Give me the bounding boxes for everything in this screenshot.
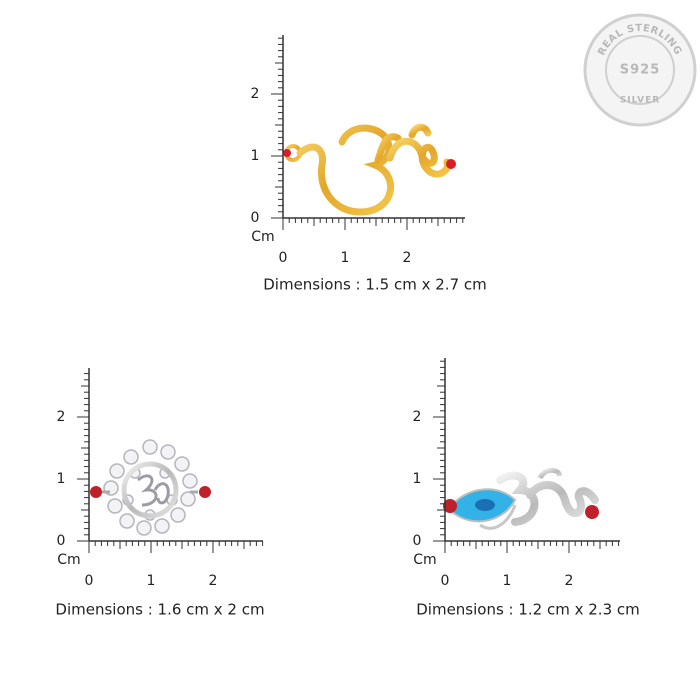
y-ruler-label: 0	[57, 533, 66, 549]
unit-label: Cm	[413, 552, 436, 568]
badge-center-text: S925	[620, 63, 661, 78]
y-ruler-label: 1	[413, 471, 422, 487]
dimensions-caption: Dimensions : 1.6 cm x 2 cm	[55, 601, 264, 619]
y-ruler-label: 0	[251, 210, 260, 226]
x-ruler-label: 2	[565, 573, 574, 589]
x-ruler-label: 1	[341, 250, 350, 266]
y-ruler-label: 2	[57, 409, 66, 425]
silver-badge: REAL STERLING S925 SILVER	[583, 13, 697, 127]
x-ruler-label: 2	[403, 250, 412, 266]
unit-label: Cm	[251, 229, 274, 245]
x-ruler-label: 0	[441, 573, 450, 589]
x-ruler-label: 2	[209, 573, 218, 589]
y-ruler-label: 2	[251, 86, 260, 102]
x-ruler-label: 1	[147, 573, 156, 589]
dimensions-caption: Dimensions : 1.2 cm x 2.3 cm	[416, 601, 640, 619]
x-ruler-label: 0	[85, 573, 94, 589]
silver-flower-pendant	[90, 439, 211, 536]
y-ruler-label: 2	[413, 409, 422, 425]
badge-bottom-text: SILVER	[620, 96, 660, 106]
y-ruler-label: 1	[57, 471, 66, 487]
x-ruler-label: 0	[279, 250, 288, 266]
gold-om-pendant	[283, 123, 456, 216]
silver-om-feather-pendant	[443, 467, 599, 530]
x-ruler-label: 1	[503, 573, 512, 589]
y-ruler-label: 1	[251, 148, 260, 164]
y-ruler-label: 0	[413, 533, 422, 549]
dimensions-caption: Dimensions : 1.5 cm x 2.7 cm	[263, 276, 487, 294]
unit-label: Cm	[57, 552, 80, 568]
